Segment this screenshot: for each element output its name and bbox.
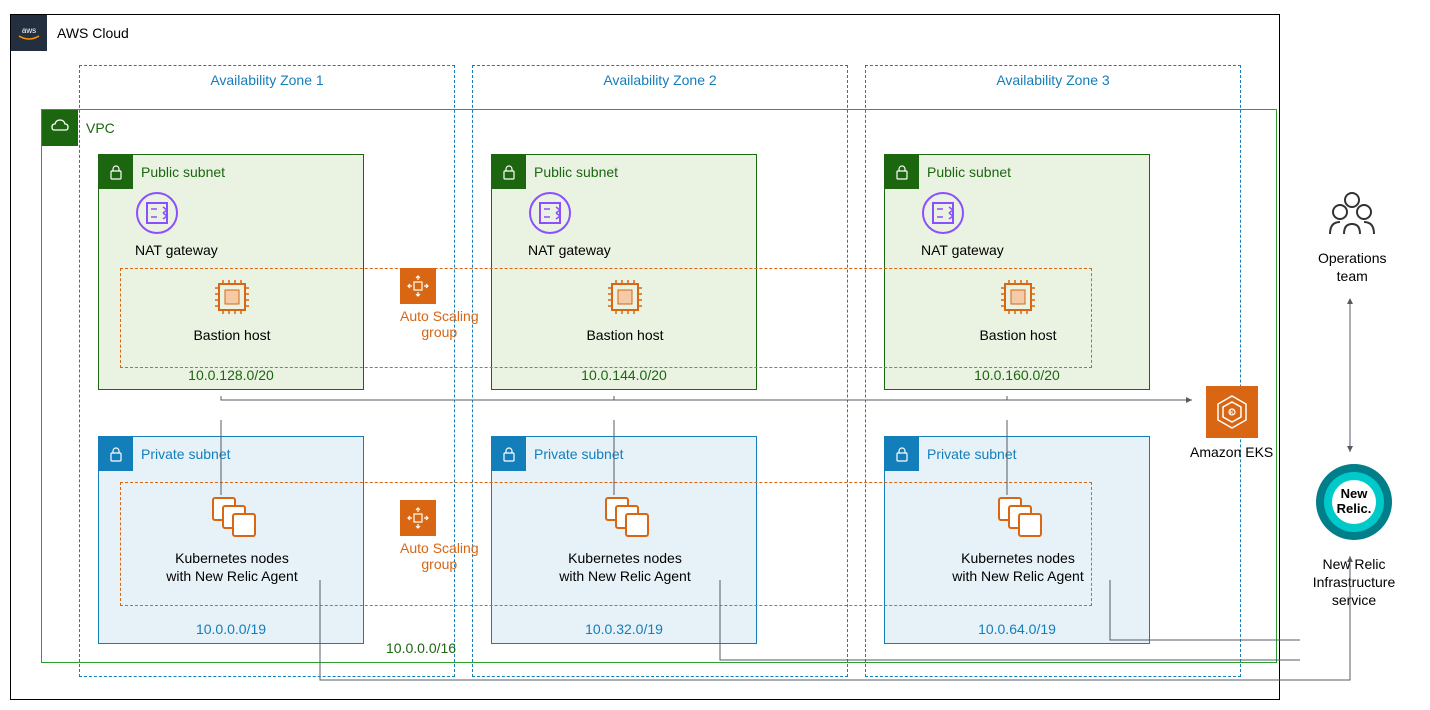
bastion-host-2: Bastion host: [555, 276, 695, 343]
az-label: Availability Zone 3: [866, 72, 1240, 88]
subnet-label: Private subnet: [141, 446, 231, 462]
operations-team: Operationsteam: [1318, 190, 1386, 285]
vpc-label: VPC: [86, 120, 115, 136]
instance-icon: [211, 276, 253, 318]
subnet-header: Public subnet: [492, 155, 618, 189]
az-label: Availability Zone 1: [80, 72, 454, 88]
instance-icon: [997, 276, 1039, 318]
new-relic-service: New Relic. New RelicInfrastructureservic…: [1312, 460, 1396, 610]
lock-icon: [492, 155, 526, 189]
subnet-cidr: 10.0.128.0/20: [99, 367, 363, 383]
asg-icon-block: Auto Scalinggroup: [400, 500, 479, 572]
nat-label: NAT gateway: [921, 242, 1004, 258]
nat-gateway-icon: [528, 191, 572, 235]
svg-text:K: K: [1229, 410, 1234, 417]
kubernetes-nodes-3: Kubernetes nodeswith New Relic Agent: [928, 494, 1108, 585]
subnet-header: Private subnet: [885, 437, 1017, 471]
lock-icon: [885, 437, 919, 471]
nr-label: New RelicInfrastructureservice: [1312, 555, 1396, 610]
kubernetes-nodes-1: Kubernetes nodeswith New Relic Agent: [142, 494, 322, 585]
containers-icon: [993, 494, 1043, 540]
auto-scaling-icon: [400, 500, 436, 536]
subnet-cidr: 10.0.32.0/19: [492, 621, 756, 637]
k8s-label: Kubernetes nodeswith New Relic Agent: [928, 549, 1108, 585]
eks-icon: K: [1206, 386, 1258, 438]
new-relic-icon: New Relic.: [1312, 460, 1396, 544]
aws-cloud-header: aws AWS Cloud: [11, 15, 129, 51]
az-label: Availability Zone 2: [473, 72, 847, 88]
bastion-host-3: Bastion host: [948, 276, 1088, 343]
bastion-label: Bastion host: [948, 327, 1088, 343]
eks-label: Amazon EKS: [1190, 444, 1273, 460]
subnet-header: Public subnet: [99, 155, 225, 189]
lock-icon: [99, 437, 133, 471]
lock-icon: [885, 155, 919, 189]
ops-label: Operationsteam: [1318, 249, 1386, 285]
subnet-cidr: 10.0.144.0/20: [492, 367, 756, 383]
subnet-cidr: 10.0.0.0/19: [99, 621, 363, 637]
bastion-label: Bastion host: [162, 327, 302, 343]
nat-gateway: NAT gateway: [921, 191, 1004, 258]
nr-logo-text1: New: [1341, 486, 1369, 501]
subnet-cidr: 10.0.64.0/19: [885, 621, 1149, 637]
nat-gateway-icon: [921, 191, 965, 235]
aws-cloud-container: aws AWS Cloud Availability Zone 1 Availa…: [10, 14, 1280, 700]
bastion-host-1: Bastion host: [162, 276, 302, 343]
asg-label: Auto Scalinggroup: [400, 308, 479, 340]
nr-logo-text2: Relic.: [1337, 501, 1372, 516]
nat-gateway: NAT gateway: [528, 191, 611, 258]
subnet-header: Private subnet: [99, 437, 231, 471]
instance-icon: [604, 276, 646, 318]
nat-label: NAT gateway: [135, 242, 218, 258]
nat-gateway-icon: [135, 191, 179, 235]
lock-icon: [492, 437, 526, 471]
subnet-header: Public subnet: [885, 155, 1011, 189]
nat-gateway: NAT gateway: [135, 191, 218, 258]
auto-scaling-icon: [400, 268, 436, 304]
containers-icon: [600, 494, 650, 540]
vpc-icon: [42, 110, 78, 146]
amazon-eks: K Amazon EKS: [1190, 386, 1273, 460]
vpc-header: VPC: [42, 110, 115, 146]
asg-icon-block: Auto Scalinggroup: [400, 268, 479, 340]
subnet-label: Private subnet: [927, 446, 1017, 462]
vpc-container: VPC Public subnet NAT gateway 10.0.128.0…: [41, 109, 1277, 663]
containers-icon: [207, 494, 257, 540]
subnet-label: Public subnet: [534, 164, 618, 180]
svg-text:aws: aws: [22, 26, 36, 35]
vpc-cidr: 10.0.0.0/16: [386, 640, 456, 656]
users-icon: [1322, 190, 1382, 240]
k8s-label: Kubernetes nodeswith New Relic Agent: [142, 549, 322, 585]
subnet-label: Private subnet: [534, 446, 624, 462]
subnet-label: Public subnet: [141, 164, 225, 180]
bastion-label: Bastion host: [555, 327, 695, 343]
subnet-header: Private subnet: [492, 437, 624, 471]
aws-logo-icon: aws: [11, 15, 47, 51]
kubernetes-nodes-2: Kubernetes nodeswith New Relic Agent: [535, 494, 715, 585]
k8s-label: Kubernetes nodeswith New Relic Agent: [535, 549, 715, 585]
lock-icon: [99, 155, 133, 189]
subnet-label: Public subnet: [927, 164, 1011, 180]
asg-label: Auto Scalinggroup: [400, 540, 479, 572]
aws-cloud-label: AWS Cloud: [57, 25, 129, 41]
subnet-cidr: 10.0.160.0/20: [885, 367, 1149, 383]
nat-label: NAT gateway: [528, 242, 611, 258]
